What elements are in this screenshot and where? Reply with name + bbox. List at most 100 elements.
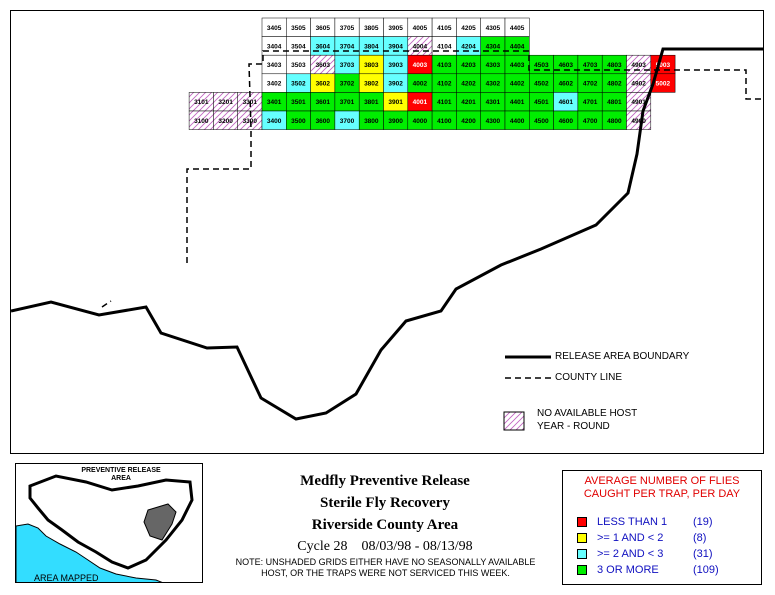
title-line-2: Sterile Fly Recovery [320, 495, 450, 511]
grid-cell: 3402 [261, 73, 287, 93]
grid-cell-label: 4102 [437, 81, 452, 88]
note: NOTE: UNSHADED GRIDS EITHER HAVE NO SEAS… [213, 557, 558, 579]
grid-cell: 4401 [504, 92, 530, 112]
grid-cell: 3502 [286, 73, 311, 93]
grid-cell-label: 4201 [461, 99, 476, 106]
grid-cell-label: 4900 [631, 118, 646, 125]
grid-cell: 3605 [310, 17, 336, 37]
legend-no-host-swatch [503, 411, 525, 431]
grid-cell-fill [626, 110, 652, 130]
title-block: Medfly Preventive Release Sterile Fly Re… [215, 470, 555, 558]
grid-cell-label: 3200 [218, 118, 233, 125]
grid-cell: 4204 [456, 36, 481, 56]
grid-cell-label: 4104 [437, 43, 452, 50]
grid-cell-label: 4001 [413, 99, 428, 106]
grid-cell-label: 3601 [316, 99, 331, 106]
grid-cell: 3505 [286, 17, 311, 37]
grid-cell-label: 4700 [583, 118, 598, 125]
title-line-1: Medfly Preventive Release [300, 473, 470, 489]
grid-cell: 4205 [456, 17, 481, 37]
grid-cell: 3503 [286, 54, 311, 75]
grid-cell: 3903 [383, 54, 409, 75]
grid-cell: 4500 [529, 110, 554, 130]
grid-cell-label: 4500 [534, 118, 549, 125]
grid-cell-label: 3602 [316, 81, 331, 88]
inset-svg [16, 474, 194, 582]
grid-cell: 4503 [529, 54, 554, 75]
grid-cell: 4001 [407, 92, 433, 112]
note-line-1: NOTE: UNSHADED GRIDS EITHER HAVE NO SEAS… [235, 557, 536, 567]
grid-map: 3405 3505 3605 3705 3805 3905 4005 4105 4205 4305… [11, 17, 763, 431]
grid-cell-label: 4204 [461, 43, 476, 50]
grid-cell-label: 4401 [510, 99, 525, 106]
county-line [186, 50, 763, 263]
grid-cell: 4603 [553, 54, 579, 75]
grid-cell-label: 3805 [364, 25, 379, 32]
grid-cell-label: 3901 [388, 99, 403, 106]
grid-cell: 3504 [286, 36, 311, 56]
grid-cell-label: 4205 [461, 25, 476, 32]
legend-county-label: COUNTY LINE [555, 372, 623, 383]
grid-cell: 4701 [577, 92, 603, 112]
grid-cell-label: 4304 [486, 43, 501, 50]
inset-caption: AREA MAPPED [34, 573, 99, 583]
inset-title: PREVENTIVE RELEASE AREA [81, 467, 161, 482]
grid-cell-label: 4703 [583, 62, 598, 69]
grid-cell-label: 4103 [437, 62, 452, 69]
grid-cell-label: 4303 [486, 62, 501, 69]
county-line-segment [101, 300, 112, 308]
grid-cell-label: 4600 [559, 118, 574, 125]
grid-cell-label: 4301 [486, 99, 501, 106]
grid-cell-label: 3801 [364, 99, 379, 106]
grid-cell: 4303 [480, 54, 506, 75]
grid-cell-label: 4004 [413, 43, 428, 50]
grid-cell-label: 5003 [656, 62, 671, 69]
grid-cell: 4601 [553, 92, 579, 112]
grid-cell-label: 3604 [316, 43, 331, 50]
grid-cell: 3201 [213, 92, 238, 112]
grid-cell: 4000 [407, 110, 433, 130]
legend-boundary-label: RELEASE AREA BOUNDARY [555, 351, 690, 362]
grid-cell-label: 4501 [534, 99, 549, 106]
grid-cell-label: 3704 [340, 43, 355, 50]
grid-cell: 3501 [286, 92, 311, 112]
grid-cell-label: 4801 [607, 99, 622, 106]
grid-cell: 4602 [553, 73, 579, 93]
grid-cell-label: 4203 [461, 62, 476, 69]
grid-cell-label: 3701 [340, 99, 355, 106]
grid-cell: 3905 [383, 17, 409, 37]
grid-cell-label: 4003 [413, 62, 428, 69]
grid-cell-label: 4503 [534, 62, 549, 69]
grid-cell: 3701 [334, 92, 360, 112]
grid-cell-label: 3501 [291, 99, 306, 106]
grid-cell-label: 3504 [291, 43, 306, 50]
fly-legend-swatch [577, 533, 587, 543]
grid-cell: 4300 [480, 110, 506, 130]
grid-cell: 3603 [310, 54, 336, 75]
grid-cell: 3400 [261, 110, 287, 130]
grid-cell-label: 4100 [437, 118, 452, 125]
grid-cell-label: 4101 [437, 99, 452, 106]
grid-cell-label: 4903 [631, 62, 646, 69]
grid-cell-label: 4701 [583, 99, 598, 106]
grid-cell-label: 4402 [510, 81, 525, 88]
grid-cell-label: 4000 [413, 118, 428, 125]
grid-cell-label: 3904 [388, 43, 403, 50]
grid-cell: 3700 [334, 110, 360, 130]
grid-cell: 3802 [358, 73, 384, 93]
grid-cell: 3403 [261, 54, 287, 75]
grid-cell: 4102 [431, 73, 457, 93]
grid-cell-label: 4902 [631, 81, 646, 88]
fly-legend-swatch [577, 565, 587, 575]
grid-cell: 4005 [407, 17, 433, 37]
grid-cell-label: 3503 [291, 62, 306, 69]
grid-cell-label: 3803 [364, 62, 379, 69]
grid-cell-label: 4803 [607, 62, 622, 69]
grid-cell-label: 3903 [388, 62, 403, 69]
grid-cell: 3705 [334, 17, 360, 37]
grid-cell: 4305 [480, 17, 506, 37]
grid-cell: 3602 [310, 73, 336, 93]
grid-cell-label: 3600 [316, 118, 331, 125]
grid-cell: 3100 [188, 110, 214, 130]
grid-cell-label: 3705 [340, 25, 355, 32]
